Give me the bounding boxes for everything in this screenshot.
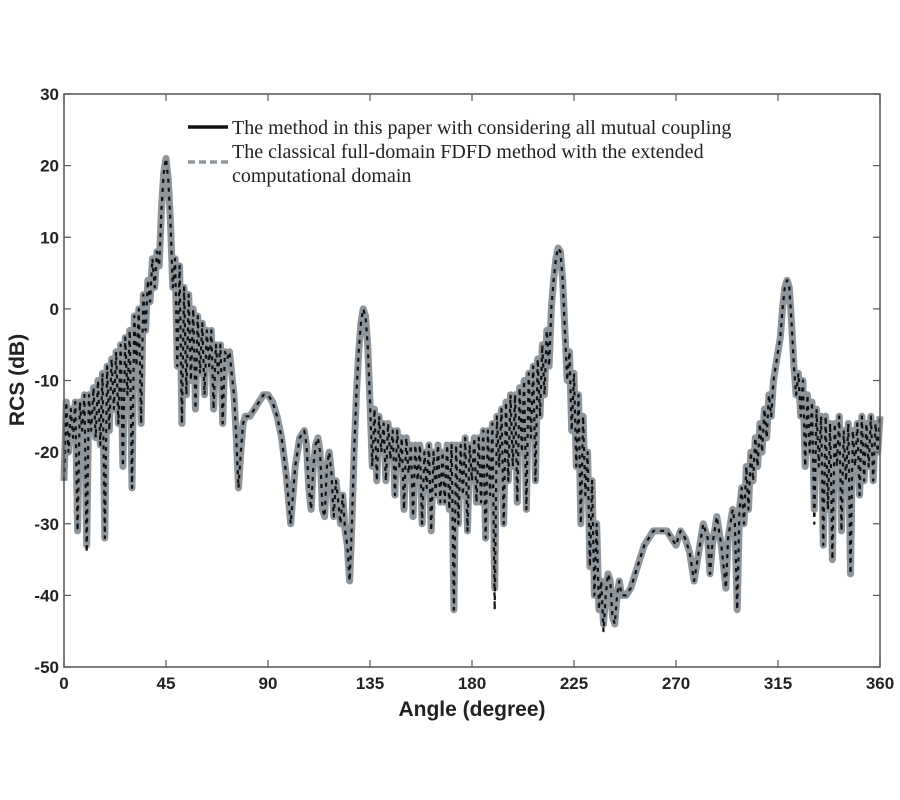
x-tick-label: 135 (356, 674, 384, 693)
x-tick-label: 0 (59, 674, 68, 693)
x-tick-label: 360 (866, 674, 894, 693)
y-tick-label: 10 (40, 228, 59, 247)
legend-entry-2-line-2: computational domain (232, 165, 411, 187)
y-axis-label: RCS (dB) (6, 334, 29, 426)
y-tick-label: -50 (34, 658, 59, 677)
x-axis-label: Angle (degree) (398, 698, 545, 721)
x-tick-label: 45 (157, 674, 176, 693)
axis-ticks: 0 45 90 135 180 225 270 315 360 30 20 10 0 -10 -20 -30 -… (34, 85, 894, 693)
legend: The method in this paper with considerin… (188, 117, 731, 187)
y-tick-label: 30 (40, 85, 59, 104)
y-tick-label: -20 (34, 443, 59, 462)
x-tick-label: 315 (764, 674, 792, 693)
y-tick-label: -10 (34, 372, 59, 391)
series-layer (60, 155, 884, 633)
y-tick-label: 20 (40, 157, 59, 176)
x-tick-label: 270 (662, 674, 690, 693)
y-tick-label: -30 (34, 515, 59, 534)
y-tick-label: 0 (50, 300, 59, 319)
x-tick-label: 225 (560, 674, 588, 693)
legend-entry-2-line-1: The classical full-domain FDFD method wi… (232, 141, 704, 163)
legend-entry-1: The method in this paper with considerin… (232, 117, 731, 139)
series-line-this-paper-method (62, 157, 882, 633)
y-tick-label: -40 (34, 586, 59, 605)
x-tick-label: 90 (259, 674, 278, 693)
x-tick-label: 180 (458, 674, 486, 693)
